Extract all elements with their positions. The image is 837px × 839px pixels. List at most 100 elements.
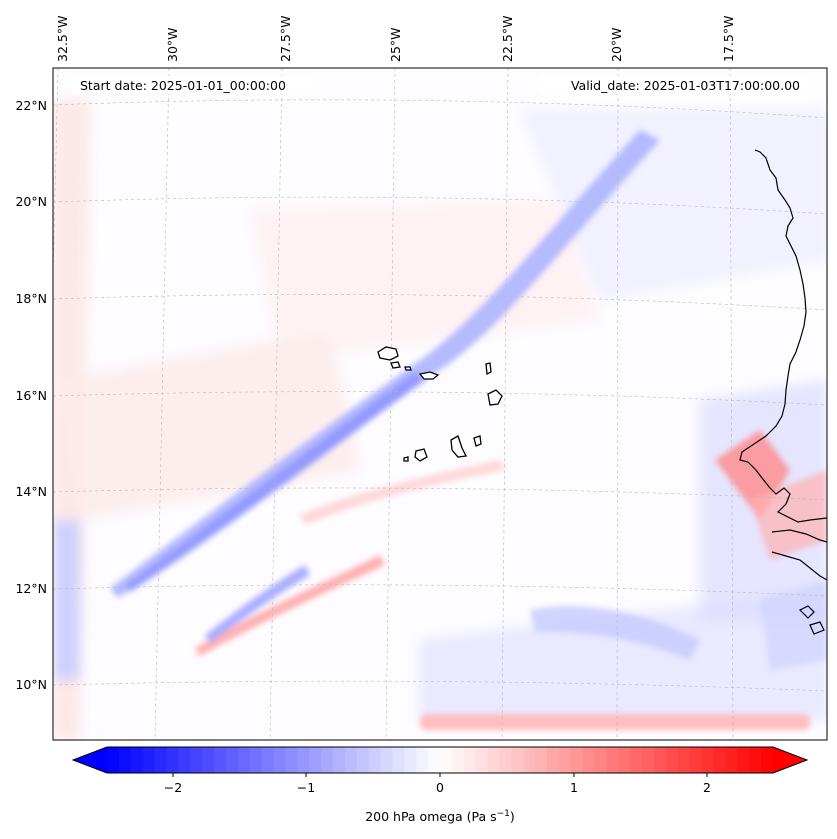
colorbar-segment [570, 747, 584, 773]
valid-date-box [538, 76, 808, 94]
coastlines [739, 149, 827, 635]
colorbar-segment [214, 747, 227, 773]
lon-tick-label: 30°W [165, 27, 180, 62]
colorbar-segment [261, 747, 275, 773]
colorbar-label-close: ) [510, 809, 515, 824]
colorbar-segment [321, 747, 334, 773]
valid-date-label: Valid_date: 2025-01-03T17:00:00.00 [571, 78, 800, 93]
island-santa-luzia [404, 366, 412, 371]
colorbar-segment [273, 747, 286, 773]
colorbar-segment [463, 747, 477, 773]
map-frame [52, 67, 828, 741]
bijagos-coastline [798, 605, 825, 635]
colorbar-tick-label: −2 [164, 780, 182, 795]
colorbar-segment [107, 747, 120, 773]
colorbar-over-arrow [773, 747, 807, 773]
lon-tick-label: 32.5°W [55, 16, 70, 62]
colorbar-segment [154, 747, 168, 773]
colorbar-segment [392, 747, 405, 773]
colorbar-segment [344, 747, 358, 773]
colorbar-label-main: 200 hPa omega (Pa s [365, 809, 496, 824]
colorbar-segment [178, 747, 191, 773]
colorbar-segments [107, 747, 774, 773]
lon-tick-label: 22.5°W [500, 16, 515, 62]
colorbar-segment [499, 747, 512, 773]
lon-tick-label: 25°W [388, 27, 403, 62]
colorbar-segment [332, 747, 346, 773]
guinea-bissau-coastline [771, 551, 827, 581]
colorbar-segment [535, 747, 548, 773]
colorbar-outline [71, 746, 809, 774]
colorbar-tick-label: 2 [703, 780, 711, 795]
island-boa-vista [487, 389, 503, 406]
colorbar-segment [761, 747, 774, 773]
colorbar-segment [749, 747, 762, 773]
colorbar-segment [404, 747, 417, 773]
colorbar-segment [523, 747, 536, 773]
colorbar-tick-label: 0 [436, 780, 444, 795]
colorbar-tick-label: 1 [570, 780, 578, 795]
colorbar-segment [368, 747, 382, 773]
colorbar-segment [166, 747, 179, 773]
colorbar-label: 200 hPa omega (Pa s−1) [365, 809, 515, 824]
colorbar-segment [511, 747, 524, 773]
colorbar-segment [190, 747, 203, 773]
colorbar-segment [642, 747, 655, 773]
colorbar-segment [606, 747, 619, 773]
lon-tick-labels: 32.5°W 30°W 27.5°W 25°W 22.5°W 20°W 17.5… [55, 16, 736, 62]
map-panel [53, 68, 827, 740]
colorbar-segment [475, 747, 489, 773]
lon-tick-label: 20°W [609, 27, 624, 62]
colorbar-segment [713, 747, 727, 773]
colorbar-segment [142, 747, 156, 773]
lat-tick-label: 18°N [15, 291, 47, 306]
island-maio [473, 435, 482, 447]
colorbar-segment [582, 747, 596, 773]
colorbar-segment [594, 747, 608, 773]
colorbar-segment [356, 747, 370, 773]
colorbar-tick-label: −1 [297, 780, 315, 795]
colorbar-segment [428, 747, 441, 773]
graticule [53, 68, 827, 740]
gambia-coastline [771, 529, 827, 543]
lat-tick-label: 14°N [15, 484, 47, 499]
colorbar-segment [618, 747, 631, 773]
colorbar-segment [440, 747, 453, 773]
start-date-box [72, 76, 312, 94]
cape-verde-islands [377, 346, 503, 462]
colorbar-segment [285, 747, 298, 773]
colorbar-under-arrow [73, 747, 107, 773]
island-sal [485, 362, 492, 376]
colorbar-segment [225, 747, 239, 773]
island-brava [403, 456, 409, 462]
lat-tick-label: 22°N [15, 98, 47, 113]
colorbar-segment [630, 747, 643, 773]
colorbar-segment [737, 747, 750, 773]
lat-tick-label: 12°N [15, 581, 47, 596]
colorbar: −2 −1 0 1 2 200 hPa omega (Pa s−1) [71, 746, 809, 824]
colorbar-segment [558, 747, 572, 773]
colorbar-segment [380, 747, 394, 773]
island-fogo [414, 448, 428, 462]
colorbar-segment [118, 747, 132, 773]
colorbar-segment [665, 747, 679, 773]
lon-tick-label: 17.5°W [721, 16, 736, 62]
colorbar-segment [297, 747, 310, 773]
lon-tick-label: 27.5°W [278, 16, 293, 62]
start-date-label: Start date: 2025-01-01_00:00:00 [80, 78, 286, 93]
colorbar-segment [689, 747, 703, 773]
lat-tick-labels: 22°N 20°N 18°N 16°N 14°N 12°N 10°N [15, 98, 47, 692]
africa-coastline [739, 149, 827, 523]
colorbar-segment [130, 747, 144, 773]
colorbar-segment [202, 747, 215, 773]
island-sao-vicente [390, 361, 401, 369]
colorbar-segment [237, 747, 251, 773]
colorbar-segment [701, 747, 715, 773]
colorbar-ticks [172, 773, 708, 777]
colorbar-segment [487, 747, 501, 773]
lat-tick-label: 10°N [15, 677, 47, 692]
colorbar-segment [416, 747, 429, 773]
colorbar-segment [725, 747, 738, 773]
island-sao-nicolau [418, 371, 440, 380]
